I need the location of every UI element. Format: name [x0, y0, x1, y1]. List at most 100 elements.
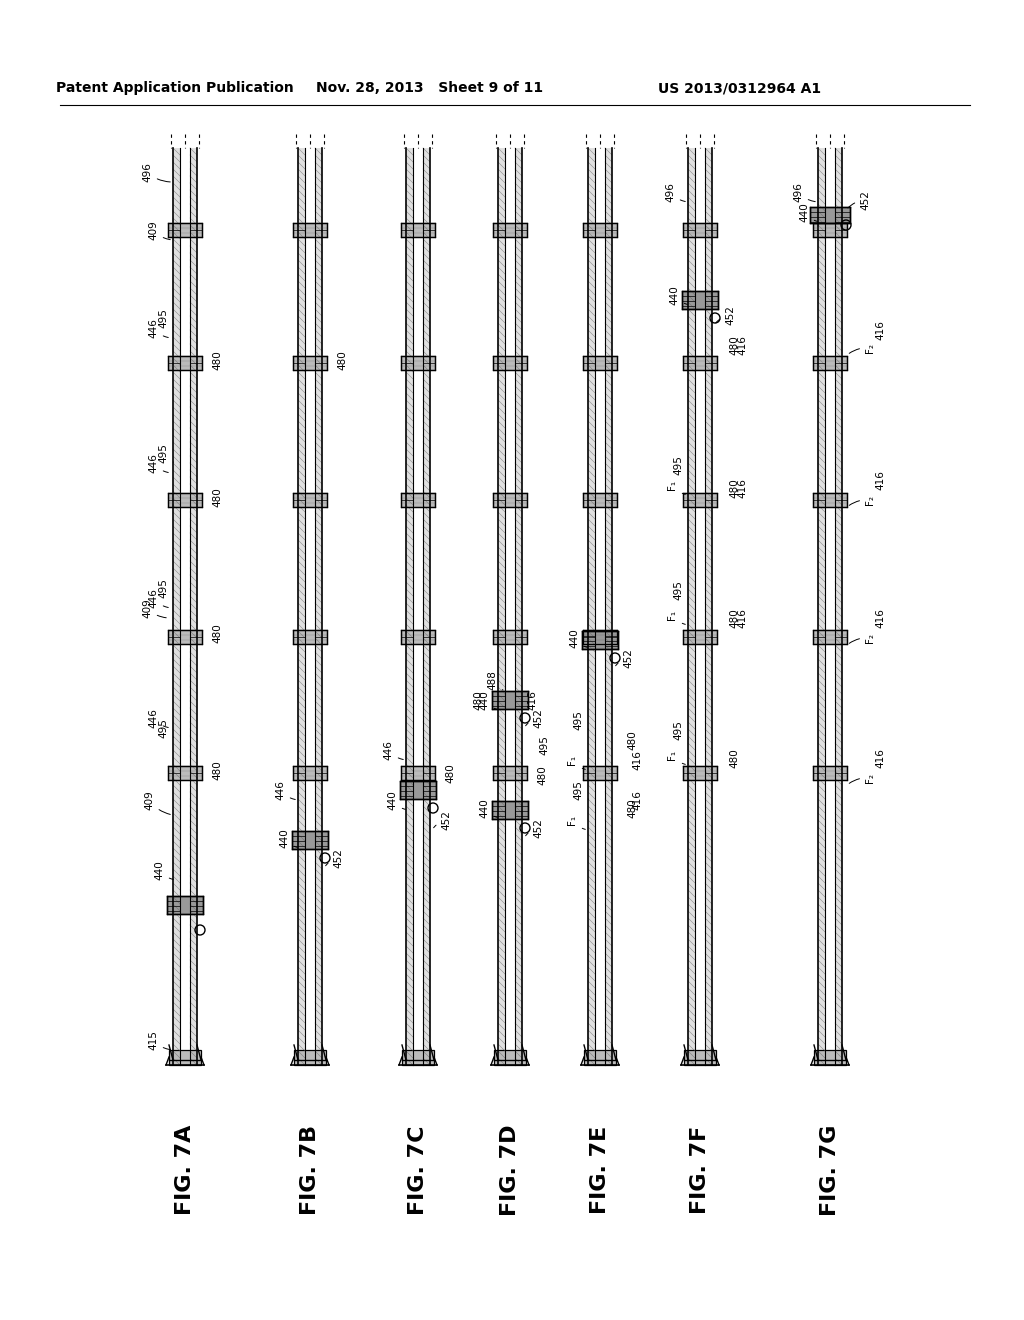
Text: 480: 480: [212, 487, 222, 507]
Bar: [835, 850, 842, 855]
Bar: [190, 1041, 197, 1048]
Bar: [498, 652, 505, 657]
Bar: [818, 742, 825, 748]
Bar: [298, 682, 305, 688]
Bar: [406, 855, 413, 862]
Bar: [588, 327, 595, 334]
Bar: [315, 718, 322, 723]
Bar: [705, 261, 712, 268]
Bar: [190, 447, 197, 454]
Bar: [406, 657, 413, 664]
Bar: [315, 754, 322, 760]
Bar: [515, 640, 522, 645]
Bar: [688, 772, 695, 777]
Bar: [173, 970, 180, 975]
Bar: [423, 664, 430, 671]
Bar: [705, 826, 712, 832]
Bar: [705, 586, 712, 591]
Bar: [818, 400, 825, 407]
Bar: [406, 556, 413, 562]
Bar: [315, 381, 322, 388]
Text: FIG. 7G: FIG. 7G: [820, 1125, 840, 1216]
Bar: [605, 874, 612, 880]
Bar: [835, 796, 842, 803]
Bar: [705, 916, 712, 921]
Bar: [173, 334, 180, 341]
Bar: [406, 183, 413, 190]
Bar: [190, 202, 197, 209]
Bar: [406, 484, 413, 490]
Bar: [315, 484, 322, 490]
Bar: [605, 148, 612, 154]
Bar: [835, 634, 842, 640]
Text: F₁: F₁: [567, 755, 586, 770]
Bar: [315, 568, 322, 574]
Bar: [515, 711, 522, 718]
Bar: [515, 921, 522, 928]
Bar: [315, 388, 322, 393]
Bar: [605, 183, 612, 190]
Bar: [818, 388, 825, 393]
Bar: [190, 1012, 197, 1018]
Bar: [190, 946, 197, 952]
Bar: [705, 532, 712, 539]
Bar: [705, 466, 712, 473]
Bar: [190, 777, 197, 784]
Bar: [688, 304, 695, 310]
Text: FIG. 7A: FIG. 7A: [175, 1125, 195, 1216]
Bar: [406, 892, 413, 898]
Bar: [818, 183, 825, 190]
Bar: [835, 946, 842, 952]
Bar: [818, 814, 825, 820]
Bar: [835, 496, 842, 502]
Bar: [315, 202, 322, 209]
Bar: [605, 244, 612, 249]
Bar: [605, 664, 612, 671]
Bar: [169, 1049, 201, 1065]
Bar: [588, 869, 595, 874]
Bar: [588, 513, 595, 520]
Bar: [705, 496, 712, 502]
Bar: [498, 880, 505, 886]
Bar: [588, 1030, 595, 1036]
Bar: [190, 508, 197, 513]
Bar: [705, 777, 712, 784]
Bar: [173, 220, 180, 226]
Bar: [835, 742, 842, 748]
Bar: [515, 370, 522, 376]
Bar: [298, 562, 305, 568]
Bar: [835, 591, 842, 598]
Bar: [818, 1060, 825, 1065]
Bar: [688, 346, 695, 352]
Bar: [515, 723, 522, 730]
Bar: [515, 412, 522, 418]
Bar: [818, 220, 825, 226]
Bar: [406, 1053, 413, 1060]
Bar: [515, 490, 522, 496]
Bar: [588, 341, 595, 346]
Bar: [605, 803, 612, 808]
Bar: [498, 1036, 505, 1041]
Bar: [406, 154, 413, 160]
Bar: [835, 484, 842, 490]
Bar: [588, 760, 595, 766]
Bar: [406, 1018, 413, 1024]
Bar: [588, 652, 595, 657]
Bar: [173, 172, 180, 178]
Bar: [835, 789, 842, 796]
Bar: [582, 631, 618, 649]
Bar: [498, 682, 505, 688]
Bar: [423, 459, 430, 466]
Bar: [315, 1041, 322, 1048]
Bar: [588, 598, 595, 605]
Bar: [835, 172, 842, 178]
Bar: [705, 232, 712, 238]
Bar: [423, 832, 430, 838]
Bar: [688, 1060, 695, 1065]
Bar: [688, 166, 695, 172]
Bar: [498, 358, 505, 364]
Bar: [705, 550, 712, 556]
Bar: [818, 958, 825, 964]
Bar: [173, 964, 180, 970]
Bar: [705, 886, 712, 892]
